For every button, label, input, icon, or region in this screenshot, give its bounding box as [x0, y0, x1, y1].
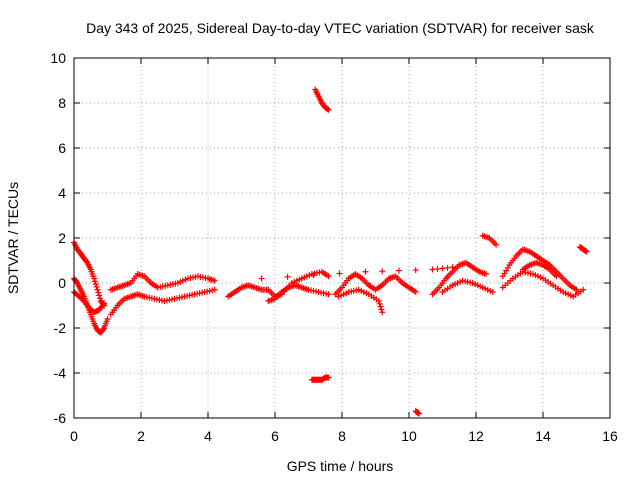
series-outlier-low-2: [412, 408, 423, 417]
data-point: [378, 306, 385, 313]
series-band-5-inner: [519, 259, 560, 280]
series-tail-15: [576, 244, 590, 255]
y-tick-label: 4: [58, 185, 66, 201]
x-tick-label: 10: [401, 428, 417, 444]
data-point: [412, 289, 419, 295]
plot-frame: [73, 57, 611, 419]
data-point: [483, 271, 490, 277]
x-tick-label: 8: [338, 428, 346, 444]
y-axis-label: SDTVAR / TECUs: [5, 182, 21, 294]
series-scatter-misc: [258, 264, 456, 282]
data-point: [377, 303, 384, 310]
y-tick-label: 2: [58, 230, 66, 246]
data-point: [439, 265, 446, 272]
data-point: [284, 273, 291, 280]
data-point: [583, 248, 590, 255]
series-outlier-high: [312, 86, 332, 113]
data-point: [101, 300, 108, 307]
y-tick-label: -4: [54, 365, 67, 381]
series-band-4-lower: [439, 277, 496, 295]
x-tick-label: 16: [602, 428, 618, 444]
data-point: [95, 289, 102, 296]
data-point: [310, 272, 317, 279]
data-point: [211, 286, 218, 293]
y-tick-label: -2: [54, 320, 67, 336]
data-point: [553, 273, 560, 280]
data-point: [336, 270, 343, 277]
data-point: [395, 267, 402, 274]
x-axis-ticks: 0 2 4 6 8 10 12 14 16: [70, 58, 618, 444]
series-arc-start-upper: [71, 239, 108, 309]
data-point: [379, 309, 386, 316]
series-band-5-upper: [499, 246, 580, 293]
data-point: [375, 298, 382, 304]
data-point: [211, 277, 218, 284]
series-band-4: [429, 259, 490, 298]
data-point: [91, 278, 98, 285]
data-point: [444, 264, 451, 271]
data-point: [412, 267, 419, 274]
data-point: [91, 275, 98, 282]
x-axis-label: GPS time / hours: [287, 458, 394, 474]
chart-title: Day 343 of 2025, Sidereal Day-to-day VTE…: [86, 20, 595, 36]
data-point: [325, 106, 332, 113]
data-points: [71, 86, 590, 417]
data-point: [429, 266, 436, 273]
x-tick-label: 6: [271, 428, 279, 444]
data-point: [449, 264, 456, 271]
data-point: [434, 265, 441, 272]
x-tick-label: 2: [137, 428, 145, 444]
data-point: [416, 410, 423, 417]
series-band-1-upper: [107, 271, 218, 293]
y-tick-label: 0: [58, 275, 66, 291]
data-point: [573, 286, 580, 293]
data-point: [96, 292, 103, 299]
series-arc-start-lower: [71, 289, 108, 316]
data-point: [325, 291, 332, 298]
data-point: [489, 289, 496, 295]
data-point: [376, 300, 383, 307]
data-point: [325, 273, 332, 280]
series-band-5-lower: [499, 268, 587, 300]
data-point: [493, 241, 500, 248]
grid: [74, 58, 610, 418]
series-outlier-low: [308, 374, 332, 383]
y-tick-label: 8: [58, 95, 66, 111]
x-tick-label: 12: [468, 428, 484, 444]
series-band-1-lower: [107, 286, 218, 318]
data-point: [379, 268, 386, 275]
data-point: [104, 316, 111, 322]
x-tick-label: 4: [204, 428, 212, 444]
data-point: [362, 268, 369, 275]
data-point: [92, 281, 99, 288]
series-spike-12: [479, 232, 500, 248]
data-point: [325, 374, 332, 381]
data-point: [94, 286, 101, 293]
series-band-3: [332, 271, 419, 298]
data-point: [258, 275, 265, 282]
y-tick-label: 10: [50, 50, 66, 66]
data-point: [96, 295, 103, 302]
series-band-3-lower: [335, 286, 386, 316]
data-point: [580, 286, 587, 293]
x-tick-label: 0: [70, 428, 78, 444]
x-tick-label: 14: [535, 428, 551, 444]
data-point: [100, 326, 107, 333]
y-tick-label: -6: [54, 410, 67, 426]
data-point: [93, 283, 100, 290]
y-tick-label: 6: [58, 140, 66, 156]
series-band-2-lower: [265, 282, 332, 304]
